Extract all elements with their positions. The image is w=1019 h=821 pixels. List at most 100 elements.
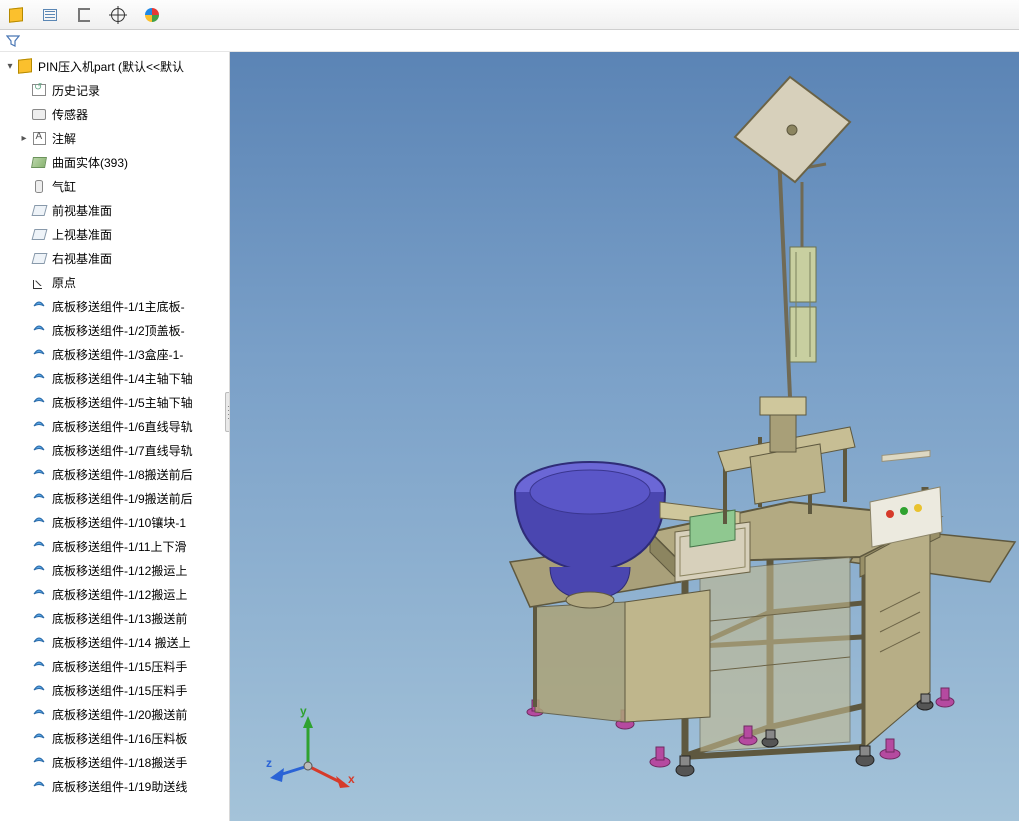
tree-part-19[interactable]: 底板移送组件-1/18搬送手 [0, 750, 229, 774]
part-icon [30, 658, 48, 674]
funnel-icon[interactable] [6, 34, 20, 48]
tree-item-label: 底板移送组件-1/3盒座-1- [52, 346, 183, 363]
tree-part-8[interactable]: 底板移送组件-1/9搬送前后 [0, 486, 229, 510]
plane-icon [30, 250, 48, 266]
plane-icon [30, 202, 48, 218]
tree-item-label: 传感器 [52, 106, 88, 123]
tree-item-label: 底板移送组件-1/10镶块-1 [52, 514, 186, 531]
part-icon [30, 754, 48, 770]
tree-item-label: 上视基准面 [52, 226, 112, 243]
tree-node-6[interactable]: 上视基准面 [0, 222, 229, 246]
part-icon [30, 490, 48, 506]
tree-item-label: 底板移送组件-1/18搬送手 [52, 754, 187, 771]
tree-part-18[interactable]: 底板移送组件-1/16压料板 [0, 726, 229, 750]
tree-item-label: 底板移送组件-1/15压料手 [52, 658, 187, 675]
part-icon [30, 682, 48, 698]
tree-item-label: 原点 [52, 274, 76, 291]
axis-y-label: y [300, 704, 307, 718]
tree-item-label: 底板移送组件-1/9搬送前后 [52, 490, 193, 507]
tree-item-label: 底板移送组件-1/7直线导轨 [52, 442, 193, 459]
part-icon [30, 610, 48, 626]
tree-part-17[interactable]: 底板移送组件-1/20搬送前 [0, 702, 229, 726]
tree-node-8[interactable]: 原点 [0, 270, 229, 294]
tree-part-11[interactable]: 底板移送组件-1/12搬运上 [0, 558, 229, 582]
tree-part-3[interactable]: 底板移送组件-1/4主轴下轴 [0, 366, 229, 390]
tree-node-4[interactable]: 气缸 [0, 174, 229, 198]
tree-node-0[interactable]: 历史记录 [0, 78, 229, 102]
tree-part-2[interactable]: 底板移送组件-1/3盒座-1- [0, 342, 229, 366]
expander-icon[interactable]: ▾ [4, 61, 16, 72]
tree-part-0[interactable]: 底板移送组件-1/1主底板- [0, 294, 229, 318]
root-icon [16, 58, 34, 74]
colorball-icon[interactable] [142, 5, 162, 25]
sensor-icon [30, 106, 48, 122]
tree-item-label: 底板移送组件-1/1主底板- [52, 298, 185, 315]
tree-node-5[interactable]: 前视基准面 [0, 198, 229, 222]
part-icon [30, 466, 48, 482]
tree-part-6[interactable]: 底板移送组件-1/7直线导轨 [0, 438, 229, 462]
part-icon [30, 346, 48, 362]
tree-item-label: PIN压入机part (默认<<默认 [38, 58, 184, 75]
part-icon [30, 298, 48, 314]
part-icon [30, 514, 48, 530]
part-icon [30, 370, 48, 386]
list-icon[interactable] [40, 5, 60, 25]
part-icon [30, 586, 48, 602]
tree-node-7[interactable]: 右视基准面 [0, 246, 229, 270]
feature-tree-toolbar [0, 0, 1019, 30]
tree-part-9[interactable]: 底板移送组件-1/10镶块-1 [0, 510, 229, 534]
tree-part-5[interactable]: 底板移送组件-1/6直线导轨 [0, 414, 229, 438]
tree-item-label: 底板移送组件-1/14 搬送上 [52, 634, 191, 651]
tree-part-12[interactable]: 底板移送组件-1/12搬运上 [0, 582, 229, 606]
expander-icon[interactable]: ▸ [18, 133, 30, 144]
tree-item-label: 底板移送组件-1/13搬送前 [52, 610, 187, 627]
part-icon [30, 730, 48, 746]
tree-part-4[interactable]: 底板移送组件-1/5主轴下轴 [0, 390, 229, 414]
tree-item-label: 底板移送组件-1/20搬送前 [52, 706, 187, 723]
part-icon [30, 706, 48, 722]
filter-row [0, 30, 1019, 52]
tree-item-label: 底板移送组件-1/8搬送前后 [52, 466, 193, 483]
tree-item-label: 底板移送组件-1/5主轴下轴 [52, 394, 193, 411]
tree-node-1[interactable]: 传感器 [0, 102, 229, 126]
bracket-icon[interactable] [74, 5, 94, 25]
tree-part-1[interactable]: 底板移送组件-1/2顶盖板- [0, 318, 229, 342]
tree-item-label: 气缸 [52, 178, 76, 195]
tree-item-label: 底板移送组件-1/16压料板 [52, 730, 187, 747]
target-icon[interactable] [108, 5, 128, 25]
part-icon [30, 778, 48, 794]
tree-item-label: 前视基准面 [52, 202, 112, 219]
orientation-triad: y x z [270, 706, 360, 796]
tree-node-3[interactable]: 曲面实体(393) [0, 150, 229, 174]
part-icon [30, 634, 48, 650]
tree-part-16[interactable]: 底板移送组件-1/15压料手 [0, 678, 229, 702]
origin-icon [30, 274, 48, 290]
tree-part-10[interactable]: 底板移送组件-1/11上下滑 [0, 534, 229, 558]
part-icon [30, 322, 48, 338]
part-icon [30, 562, 48, 578]
tree-node-2[interactable]: ▸ 注解 [0, 126, 229, 150]
tree-item-label: 注解 [52, 130, 76, 147]
surface-icon [30, 154, 48, 170]
cube-icon[interactable] [6, 5, 26, 25]
tree-item-label: 底板移送组件-1/12搬运上 [52, 586, 187, 603]
tree-item-label: 曲面实体(393) [52, 154, 128, 171]
tree-item-label: 底板移送组件-1/12搬运上 [52, 562, 187, 579]
tree-item-label: 底板移送组件-1/4主轴下轴 [52, 370, 193, 387]
tree-part-14[interactable]: 底板移送组件-1/14 搬送上 [0, 630, 229, 654]
tree-item-label: 底板移送组件-1/6直线导轨 [52, 418, 193, 435]
tree-item-label: 底板移送组件-1/15压料手 [52, 682, 187, 699]
tree-part-7[interactable]: 底板移送组件-1/8搬送前后 [0, 462, 229, 486]
tree-part-13[interactable]: 底板移送组件-1/13搬送前 [0, 606, 229, 630]
part-icon [30, 394, 48, 410]
plane-icon [30, 226, 48, 242]
axis-x-label: x [348, 772, 355, 786]
cyl-icon [30, 178, 48, 194]
tree-root[interactable]: ▾ PIN压入机part (默认<<默认 [0, 54, 229, 78]
annot-icon [30, 130, 48, 146]
tree-part-20[interactable]: 底板移送组件-1/19助送线 [0, 774, 229, 798]
tree-part-15[interactable]: 底板移送组件-1/15压料手 [0, 654, 229, 678]
tree-item-label: 底板移送组件-1/19助送线 [52, 778, 187, 795]
viewport-3d[interactable]: y x z [230, 52, 1019, 821]
tree-item-label: 历史记录 [52, 82, 100, 99]
